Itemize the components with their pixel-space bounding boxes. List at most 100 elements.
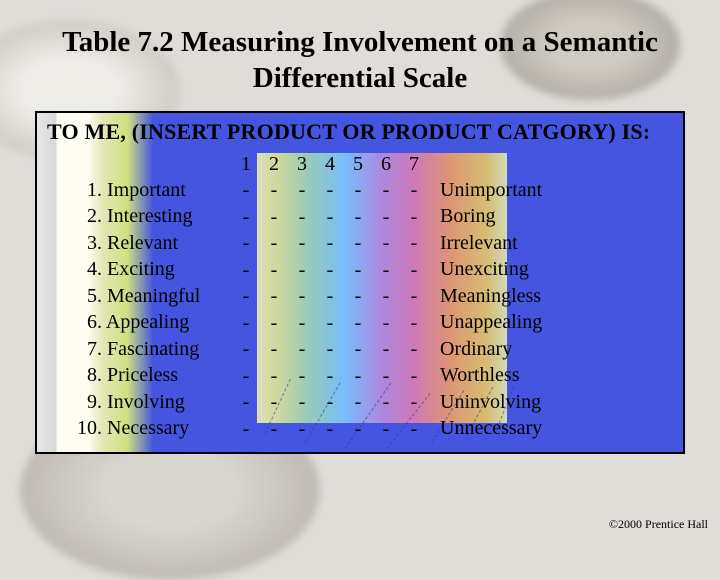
scale-dash: - — [260, 204, 288, 231]
scale-dash: - — [372, 230, 400, 257]
scale-dash: - — [288, 389, 316, 416]
right-anchor-label: Unappealing — [440, 309, 598, 336]
scale-dash: - — [260, 257, 288, 284]
scale-dash: - — [400, 230, 428, 257]
scale-dash: - — [400, 177, 428, 204]
scale-dash: - — [316, 283, 344, 310]
scale-dash: - — [232, 177, 260, 204]
scale-dash: - — [316, 204, 344, 231]
scale-dash: - — [316, 336, 344, 363]
left-anchor-label: 1. Important — [77, 177, 232, 204]
scale-header: 2 — [260, 151, 288, 178]
scale-header: 3 — [288, 151, 316, 178]
left-anchor-label: 10. Necessary — [77, 415, 232, 442]
left-anchor-label: 9. Involving — [77, 389, 232, 416]
scale-dash: - — [372, 310, 400, 337]
scale-dash: - — [400, 257, 428, 284]
scale-header: 1 — [232, 151, 260, 178]
scale-dash: - — [288, 363, 316, 390]
scale-dash: - — [400, 204, 428, 231]
scale-dash: - — [372, 416, 400, 443]
scale-dash: - — [260, 363, 288, 390]
scale-dash: - — [232, 416, 260, 443]
scale-column-5: 5---------- — [344, 151, 372, 443]
scale-column-4: 4---------- — [316, 151, 344, 443]
right-anchor-label: Uninvolving — [440, 389, 598, 416]
semantic-table: 1. Important 2. Interesting 3. Relevant … — [77, 151, 673, 443]
scale-dash: - — [260, 336, 288, 363]
scale-header: 7 — [400, 151, 428, 178]
scale-dash: - — [344, 416, 372, 443]
left-anchor-label: 2. Interesting — [77, 203, 232, 230]
scale-dash: - — [288, 177, 316, 204]
scale-column-7: 7---------- — [400, 151, 428, 443]
scale-dash: - — [316, 416, 344, 443]
scale-dash: - — [372, 336, 400, 363]
scale-column-3: 3---------- — [288, 151, 316, 443]
left-anchor-label: 7. Fascinating — [77, 336, 232, 363]
scale-dash: - — [232, 257, 260, 284]
scale-dash: - — [260, 416, 288, 443]
scale-columns: 1----------2----------3----------4------… — [232, 151, 428, 443]
scale-dash: - — [288, 416, 316, 443]
scale-dash: - — [232, 389, 260, 416]
scale-dash: - — [372, 283, 400, 310]
scale-dash: - — [288, 283, 316, 310]
scale-dash: - — [288, 336, 316, 363]
scale-dash: - — [232, 283, 260, 310]
semantic-scale-panel: TO ME, (INSERT PRODUCT OR PRODUCT CATGOR… — [35, 111, 685, 455]
scale-dash: - — [344, 389, 372, 416]
scale-dash: - — [344, 230, 372, 257]
right-anchor-label: Unnecessary — [440, 415, 598, 442]
scale-dash: - — [344, 363, 372, 390]
scale-dash: - — [344, 177, 372, 204]
right-anchor-label: Irrelevant — [440, 230, 598, 257]
page-title: Table 7.2 Measuring Involvement on a Sem… — [28, 24, 692, 97]
right-anchor-column: UnimportantBoringIrrelevantUnexcitingMea… — [428, 151, 598, 442]
slide: Table 7.2 Measuring Involvement on a Sem… — [0, 0, 720, 540]
left-anchor-label: 5. Meaningful — [77, 283, 232, 310]
right-anchor-label: Unimportant — [440, 177, 598, 204]
scale-dash: - — [232, 230, 260, 257]
right-anchor-label: Unexciting — [440, 256, 598, 283]
scale-dash: - — [372, 177, 400, 204]
scale-dash: - — [288, 310, 316, 337]
panel-header: TO ME, (INSERT PRODUCT OR PRODUCT CATGOR… — [47, 119, 673, 145]
scale-dash: - — [232, 204, 260, 231]
scale-dash: - — [344, 310, 372, 337]
scale-dash: - — [288, 204, 316, 231]
scale-dash: - — [372, 257, 400, 284]
scale-dash: - — [400, 416, 428, 443]
scale-dash: - — [260, 389, 288, 416]
scale-dash: - — [344, 283, 372, 310]
scale-column-1: 1---------- — [232, 151, 260, 443]
scale-header: 6 — [372, 151, 400, 178]
scale-dash: - — [288, 230, 316, 257]
left-anchor-label: 3. Relevant — [77, 230, 232, 257]
copyright-text: ©2000 Prentice Hall — [609, 517, 708, 532]
scale-dash: - — [316, 363, 344, 390]
scale-dash: - — [260, 283, 288, 310]
scale-header: 4 — [316, 151, 344, 178]
scale-dash: - — [288, 257, 316, 284]
scale-dash: - — [232, 336, 260, 363]
scale-dash: - — [232, 363, 260, 390]
scale-dash: - — [372, 204, 400, 231]
scale-dash: - — [260, 230, 288, 257]
scale-dash: - — [316, 230, 344, 257]
scale-dash: - — [372, 363, 400, 390]
scale-column-6: 6---------- — [372, 151, 400, 443]
scale-dash: - — [400, 336, 428, 363]
scale-dash: - — [316, 310, 344, 337]
right-anchor-label: Boring — [440, 203, 598, 230]
scale-dash: - — [316, 257, 344, 284]
left-anchor-label: 6. Appealing — [77, 309, 232, 336]
scale-dash: - — [400, 389, 428, 416]
scale-dash: - — [316, 177, 344, 204]
scale-dash: - — [400, 363, 428, 390]
left-anchor-label: 8. Priceless — [77, 362, 232, 389]
left-anchor-column: 1. Important 2. Interesting 3. Relevant … — [77, 151, 232, 442]
scale-dash: - — [316, 389, 344, 416]
scale-dash: - — [400, 310, 428, 337]
scale-dash: - — [260, 310, 288, 337]
